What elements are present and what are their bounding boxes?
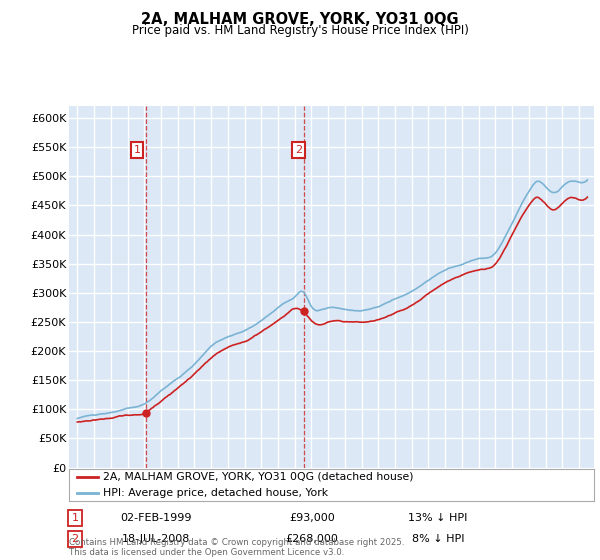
- Text: £93,000: £93,000: [289, 513, 335, 523]
- Text: 13% ↓ HPI: 13% ↓ HPI: [409, 513, 467, 523]
- Text: 2A, MALHAM GROVE, YORK, YO31 0QG (detached house): 2A, MALHAM GROVE, YORK, YO31 0QG (detach…: [103, 472, 413, 482]
- Text: Contains HM Land Registry data © Crown copyright and database right 2025.
This d: Contains HM Land Registry data © Crown c…: [69, 538, 404, 557]
- Text: 2A, MALHAM GROVE, YORK, YO31 0QG: 2A, MALHAM GROVE, YORK, YO31 0QG: [141, 12, 459, 27]
- Text: 1: 1: [134, 145, 141, 155]
- Text: 02-FEB-1999: 02-FEB-1999: [120, 513, 192, 523]
- Text: 2: 2: [71, 534, 79, 544]
- Text: £268,000: £268,000: [286, 534, 338, 544]
- Text: 2: 2: [295, 145, 302, 155]
- Text: 8% ↓ HPI: 8% ↓ HPI: [412, 534, 464, 544]
- Text: HPI: Average price, detached house, York: HPI: Average price, detached house, York: [103, 488, 328, 498]
- Text: 18-JUL-2008: 18-JUL-2008: [122, 534, 190, 544]
- Text: Price paid vs. HM Land Registry's House Price Index (HPI): Price paid vs. HM Land Registry's House …: [131, 24, 469, 36]
- Text: 1: 1: [71, 513, 79, 523]
